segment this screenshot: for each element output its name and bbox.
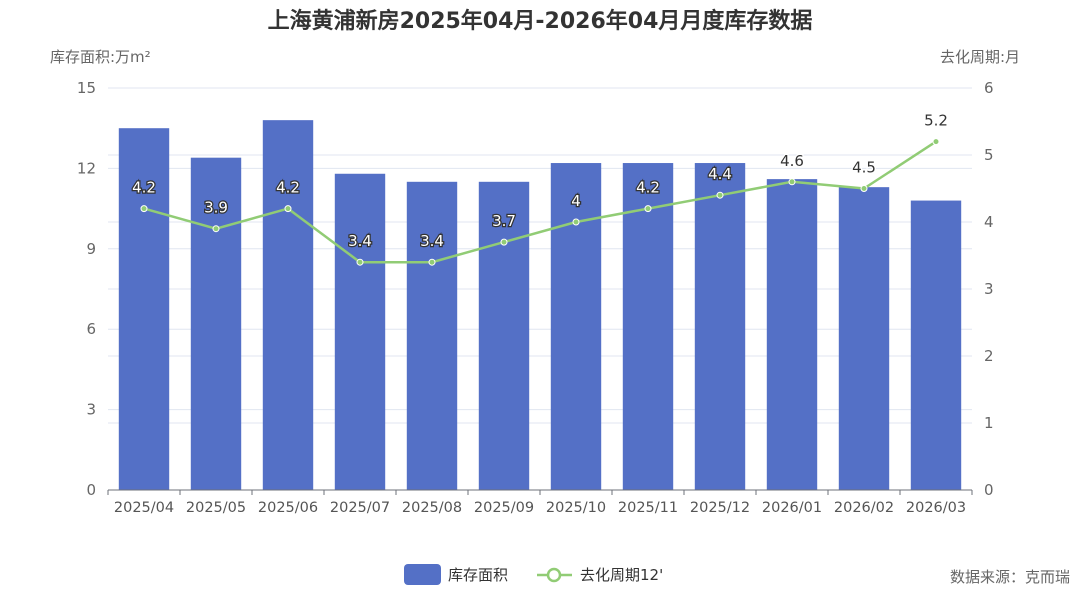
x-tick-label: 2026/01 xyxy=(762,500,822,516)
line-data-label: 4.4 xyxy=(708,165,732,183)
line-data-label: 4.2 xyxy=(132,179,156,197)
line-data-label: 4 xyxy=(571,192,581,210)
right-tick-label: 4 xyxy=(984,213,994,231)
data-source: 数据来源：克而瑞 xyxy=(950,568,1070,586)
x-tick-label: 2025/06 xyxy=(258,500,318,516)
line-point[interactable] xyxy=(860,185,868,192)
bar[interactable] xyxy=(478,181,530,491)
legend-bar-swatch[interactable] xyxy=(404,564,441,585)
line-path xyxy=(143,140,937,264)
left-tick-label: 12 xyxy=(77,159,96,177)
right-tick-label: 3 xyxy=(984,280,994,298)
grid xyxy=(108,87,972,424)
line-point[interactable] xyxy=(644,205,652,213)
legend-bar-label[interactable]: 库存面积 xyxy=(448,566,508,584)
line-point[interactable] xyxy=(716,191,724,199)
left-tick-label: 6 xyxy=(86,320,96,338)
line-data-label: 4.5 xyxy=(852,159,876,177)
line-data-label: 3.4 xyxy=(348,232,372,250)
line-point[interactable] xyxy=(500,238,508,246)
bar[interactable] xyxy=(838,187,890,490)
line-point[interactable] xyxy=(572,218,580,226)
left-tick-label: 0 xyxy=(86,481,96,499)
right-tick-label: 6 xyxy=(984,79,994,97)
bar[interactable] xyxy=(406,181,458,491)
right-axis-name: 去化周期:月 xyxy=(940,48,1020,66)
x-tick-label: 2025/04 xyxy=(114,500,174,516)
x-tick-label: 2025/09 xyxy=(474,500,534,516)
x-tick-label: 2025/05 xyxy=(186,500,246,516)
bar[interactable] xyxy=(622,163,674,491)
line-point[interactable] xyxy=(284,205,292,213)
right-tick-label: 1 xyxy=(984,414,994,432)
bar[interactable] xyxy=(118,128,170,490)
line-data-label: 3.4 xyxy=(420,232,444,250)
line-data-label: 4.2 xyxy=(636,179,660,197)
bar[interactable] xyxy=(334,173,386,490)
line-data-label: 4.6 xyxy=(780,152,804,170)
line-point[interactable] xyxy=(140,205,148,213)
line-series: 4.2 3.9 4.2 3.4 3.4 3.7 4 4.2 4.4 4.6 4.5 5.2 xyxy=(131,110,949,266)
bar[interactable] xyxy=(262,120,314,490)
x-tick-label: 2026/02 xyxy=(834,500,894,516)
right-tick-label: 2 xyxy=(984,347,994,365)
legend[interactable]: 库存面积 去化周期12' xyxy=(404,564,663,585)
x-tick-label: 2026/03 xyxy=(906,500,966,516)
bar[interactable] xyxy=(694,163,746,491)
bar[interactable] xyxy=(190,157,242,490)
legend-line-marker xyxy=(546,567,562,583)
bar[interactable] xyxy=(766,179,818,490)
line-data-label: 4.2 xyxy=(276,179,300,197)
chart-title: 上海黄浦新房2025年04月-2026年04月月度库存数据 xyxy=(268,8,813,34)
right-tick-label: 0 xyxy=(984,481,994,499)
x-tick-label: 2025/10 xyxy=(546,500,606,516)
bar[interactable] xyxy=(910,200,962,490)
line-point[interactable] xyxy=(212,225,220,233)
line-data-label: 3.7 xyxy=(492,212,516,230)
left-tick-label: 9 xyxy=(86,240,96,258)
left-tick-label: 15 xyxy=(77,79,96,97)
bar[interactable] xyxy=(550,163,602,491)
line-data-label: 5.2 xyxy=(924,112,948,130)
line-point[interactable] xyxy=(428,258,436,266)
left-axis-name: 库存面积:万m² xyxy=(50,48,151,66)
x-tick-label: 2025/07 xyxy=(330,500,390,516)
line-point[interactable] xyxy=(932,138,940,146)
right-tick-label: 5 xyxy=(984,146,994,164)
x-tick-label: 2025/08 xyxy=(402,500,462,516)
x-tick-label: 2025/11 xyxy=(618,500,678,516)
left-tick-label: 3 xyxy=(86,401,96,419)
x-tick-label: 2025/12 xyxy=(690,500,750,516)
bar-series xyxy=(118,120,962,491)
line-data-label: 3.9 xyxy=(204,199,228,217)
line-point[interactable] xyxy=(788,178,796,186)
line-point[interactable] xyxy=(356,258,364,266)
legend-line-label[interactable]: 去化周期12' xyxy=(580,566,663,584)
